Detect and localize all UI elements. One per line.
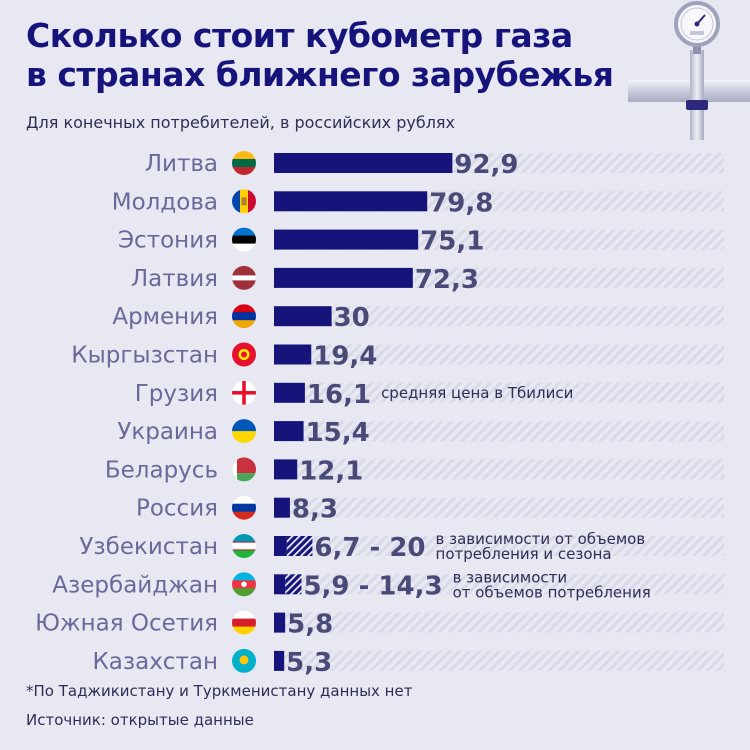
value-label: 15,4 <box>306 418 370 448</box>
bar <box>274 229 419 250</box>
country-label: Россия <box>136 496 218 522</box>
bar <box>274 191 428 212</box>
bar-row: Россия 8,3 <box>136 495 724 525</box>
bar-row: Беларусь 12,1 <box>105 456 724 486</box>
country-label: Узбекистан <box>79 534 218 560</box>
bar <box>274 497 290 518</box>
ukraine-flag-icon <box>232 419 256 444</box>
bar <box>274 306 332 327</box>
value-label: 6,7 - 20 <box>314 533 425 563</box>
bar-row: Эстония 75,1 <box>118 227 724 257</box>
bar <box>274 536 287 556</box>
latvia-flag-icon <box>232 265 256 290</box>
footnote: *По Таджикистану и Туркменистану данных … <box>26 682 413 700</box>
country-label: Азербайджан <box>52 572 218 598</box>
kazakhstan-flag-icon <box>232 648 256 673</box>
armenia-flag-icon <box>232 304 256 329</box>
country-label: Беларусь <box>105 457 218 483</box>
moldova-flag-icon <box>232 189 256 214</box>
value-label: 19,4 <box>313 342 377 372</box>
note-text: в зависимости <box>453 568 568 586</box>
bar <box>274 344 312 365</box>
bar-range <box>286 536 313 556</box>
value-label: 30 <box>334 303 370 333</box>
value-label: 8,3 <box>292 495 338 525</box>
bar <box>274 382 305 403</box>
bar-row: Литва 92,9 <box>145 150 724 180</box>
bar-row: Украина 15,4 <box>117 418 724 448</box>
georgia-flag-icon <box>232 380 256 405</box>
estonia-flag-icon <box>232 227 256 252</box>
value-label: 92,9 <box>454 150 518 180</box>
bar <box>274 421 304 442</box>
value-label: 5,3 <box>286 648 332 678</box>
bar-row: Южная Осетия 5,8 <box>35 610 724 640</box>
country-label: Армения <box>112 304 218 330</box>
bar-track <box>274 650 724 671</box>
bar <box>274 650 285 671</box>
bar <box>274 153 453 173</box>
chart-subtitle: Для конечных потребителей, в российских … <box>26 113 456 132</box>
bar <box>274 267 413 288</box>
bar-track <box>274 421 724 442</box>
value-label: 75,1 <box>420 227 484 257</box>
value-label: 5,9 - 14,3 <box>303 571 442 601</box>
bar-track <box>274 574 724 595</box>
bar <box>274 459 298 480</box>
bar-track <box>274 382 724 403</box>
belarus-flag-icon <box>232 457 256 482</box>
country-label: Латвия <box>131 266 218 292</box>
bar-row: Грузия 16,1 средняя цена в Тбилиси <box>135 380 724 410</box>
bar-range <box>285 574 302 595</box>
value-label: 5,8 <box>287 610 333 640</box>
bar-track <box>274 306 724 327</box>
note-text: в зависимости от объемов <box>436 530 646 548</box>
bar <box>274 612 286 633</box>
bar-track <box>274 536 724 556</box>
country-label: Эстония <box>118 228 218 254</box>
title-line-2: в странах ближнего зарубежья <box>26 55 614 94</box>
country-label: Украина <box>117 419 218 445</box>
bar-row: Узбекистан 6,7 - 20 в зависимости от объем… <box>79 530 724 563</box>
value-label: 72,3 <box>415 265 479 295</box>
russia-flag-icon <box>232 495 256 520</box>
uzbekistan-flag-icon <box>232 534 256 558</box>
gas-price-bar-chart: Литва 92,9 Молдова 79,8 Эстония 75,1 Латвия 72,… <box>35 150 724 678</box>
country-label: Молдова <box>112 189 218 215</box>
note-text: от объемов потребления <box>453 583 651 601</box>
bar-row: Казахстан 5,3 <box>92 648 724 678</box>
bar-track <box>274 459 724 480</box>
lithuania-flag-icon <box>232 151 256 175</box>
country-label: Литва <box>145 151 218 177</box>
country-label: Кыргызстан <box>71 343 218 369</box>
kyrgyzstan-flag-icon <box>232 342 256 367</box>
bar-track <box>274 612 724 633</box>
bar <box>274 574 286 595</box>
bar-track <box>274 344 724 365</box>
note-text: средняя цена в Тбилиси <box>381 384 573 402</box>
note-text: потребления и сезона <box>436 545 612 563</box>
gas-meter-gauge-icon <box>628 1 750 140</box>
bar-row: Армения 30 <box>112 303 724 333</box>
bar-row: Латвия 72,3 <box>131 265 724 295</box>
bar-row: Кыргызстан 19,4 <box>71 342 724 372</box>
value-label: 79,8 <box>429 188 493 218</box>
country-label: Грузия <box>135 381 218 407</box>
title-line-1: Сколько стоит кубометр газа <box>26 16 573 55</box>
bar-row: Молдова 79,8 <box>112 188 724 218</box>
value-label: 12,1 <box>299 456 363 486</box>
bar-track <box>274 497 724 518</box>
page-title: Сколько стоит кубометр газа в странах бл… <box>26 16 614 94</box>
country-label: Южная Осетия <box>35 611 218 637</box>
south-ossetia-flag-icon <box>232 610 256 635</box>
source-note: Источник: открытые данные <box>26 711 254 729</box>
azerbaijan-flag-icon <box>232 572 256 597</box>
value-label: 16,1 <box>307 380 371 410</box>
country-label: Казахстан <box>92 649 218 675</box>
